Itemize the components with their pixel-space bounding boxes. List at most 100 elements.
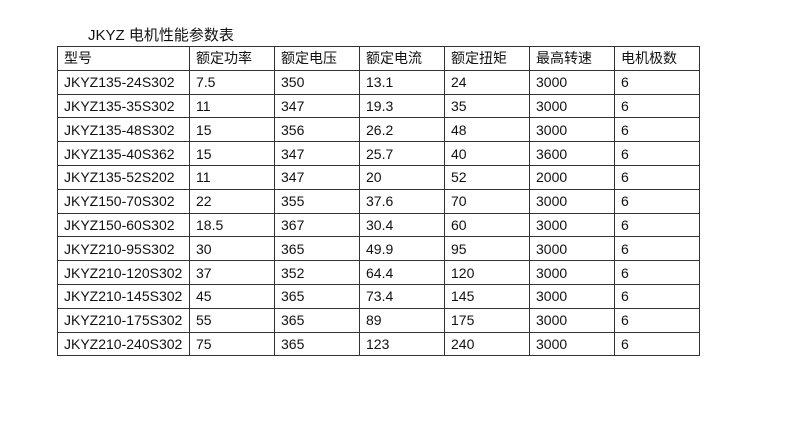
- table-cell: JKYZ150-60S302: [57, 212, 190, 238]
- table-cell: 89: [359, 307, 445, 333]
- table-cell: 6: [614, 188, 700, 214]
- header-cell: 额定电流: [359, 46, 445, 71]
- table-row: JKYZ150-60S302 18.5 367 30.4 60 3000 6: [57, 212, 700, 238]
- table-cell: 356: [274, 117, 360, 143]
- table-cell: 35: [444, 93, 530, 119]
- table-cell: 347: [274, 93, 360, 119]
- table-cell: JKYZ135-35S302: [57, 93, 190, 119]
- table-cell: 347: [274, 164, 360, 190]
- table-cell: 6: [614, 117, 700, 143]
- table-cell: 2000: [529, 164, 615, 190]
- table-cell: JKYZ135-24S302: [57, 69, 190, 95]
- table-row: JKYZ135-48S302 15 356 26.2 48 3000 6: [57, 117, 700, 143]
- motor-parameters-table: 型号 额定功率 额定电压 额定电流 额定扭矩 最高转速 电机极数 JKYZ135-24S30…: [57, 46, 700, 357]
- table-row: JKYZ210-95S302 30 365 49.9 95 3000 6: [57, 236, 700, 262]
- table-cell: 347: [274, 141, 360, 166]
- table-row: JKYZ210-120S302 37 352 64.4 120 3000 6: [57, 260, 700, 285]
- table-cell: 6: [614, 69, 700, 95]
- table-cell: 24: [444, 69, 530, 95]
- table-cell: 15: [189, 117, 275, 143]
- table-row: JKYZ210-240S302 75 365 123 240 3000 6: [57, 331, 700, 357]
- table-cell: 45: [189, 283, 275, 309]
- header-cell: 最高转速: [529, 46, 615, 71]
- table-cell: 6: [614, 236, 700, 262]
- table-cell: JKYZ210-95S302: [57, 236, 190, 262]
- table-cell: JKYZ150-70S302: [57, 188, 190, 214]
- table-cell: JKYZ210-120S302: [57, 260, 190, 285]
- table-cell: 6: [614, 331, 700, 357]
- table-cell: 3000: [529, 69, 615, 95]
- table-cell: 18.5: [189, 212, 275, 238]
- header-cell: 额定扭矩: [444, 46, 530, 71]
- table-cell: 37.6: [359, 188, 445, 214]
- table-title: JKYZ 电机性能参数表: [88, 27, 234, 44]
- table-cell: 73.4: [359, 283, 445, 309]
- table-cell: 365: [274, 307, 360, 333]
- table-cell: 6: [614, 260, 700, 285]
- table-row: JKYZ135-52S202 11 347 20 52 2000 6: [57, 164, 700, 190]
- table-cell: 37: [189, 260, 275, 285]
- table-cell: 3000: [529, 93, 615, 119]
- table-cell: 55: [189, 307, 275, 333]
- table-cell: 64.4: [359, 260, 445, 285]
- table-cell: 26.2: [359, 117, 445, 143]
- header-cell: 额定电压: [274, 46, 360, 71]
- header-cell: 额定功率: [189, 46, 275, 71]
- table-row: JKYZ210-175S302 55 365 89 175 3000 6: [57, 307, 700, 333]
- table-cell: 3000: [529, 307, 615, 333]
- table-cell: 6: [614, 93, 700, 119]
- table-cell: 75: [189, 331, 275, 357]
- table-cell: 30: [189, 236, 275, 262]
- table-row: JKYZ210-145S302 45 365 73.4 145 3000 6: [57, 283, 700, 309]
- table-cell: 352: [274, 260, 360, 285]
- table-cell: 49.9: [359, 236, 445, 262]
- header-cell: 型号: [57, 46, 190, 71]
- table-cell: 60: [444, 212, 530, 238]
- table-cell: 240: [444, 331, 530, 357]
- header-row: 型号 额定功率 额定电压 额定电流 额定扭矩 最高转速 电机极数: [57, 46, 700, 71]
- table-row: JKYZ135-40S362 15 347 25.7 40 3600 6: [57, 141, 700, 166]
- table-cell: 11: [189, 164, 275, 190]
- table-cell: 350: [274, 69, 360, 95]
- table-cell: JKYZ135-52S202: [57, 164, 190, 190]
- table-cell: 145: [444, 283, 530, 309]
- table-cell: 365: [274, 331, 360, 357]
- table-cell: 13.1: [359, 69, 445, 95]
- table-row: JKYZ150-70S302 22 355 37.6 70 3000 6: [57, 188, 700, 214]
- table-cell: 48: [444, 117, 530, 143]
- table-cell: 3000: [529, 331, 615, 357]
- table-cell: 70: [444, 188, 530, 214]
- table-cell: 6: [614, 212, 700, 238]
- table-cell: 52: [444, 164, 530, 190]
- table-cell: 175: [444, 307, 530, 333]
- table-cell: 3000: [529, 117, 615, 143]
- table-cell: 120: [444, 260, 530, 285]
- table-cell: 95: [444, 236, 530, 262]
- table-cell: 367: [274, 212, 360, 238]
- table-cell: JKYZ135-40S362: [57, 141, 190, 166]
- table-cell: JKYZ135-48S302: [57, 117, 190, 143]
- table-cell: 6: [614, 164, 700, 190]
- table-cell: 25.7: [359, 141, 445, 166]
- table-cell: 3000: [529, 188, 615, 214]
- table-cell: 6: [614, 141, 700, 166]
- table-cell: 22: [189, 188, 275, 214]
- table-cell: 19.3: [359, 93, 445, 119]
- table-cell: 3000: [529, 283, 615, 309]
- table-cell: 20: [359, 164, 445, 190]
- table-cell: 355: [274, 188, 360, 214]
- table-cell: 3600: [529, 141, 615, 166]
- table-cell: 11: [189, 93, 275, 119]
- table-cell: 3000: [529, 212, 615, 238]
- table-row: JKYZ135-24S302 7.5 350 13.1 24 3000 6: [57, 69, 700, 95]
- table-cell: 40: [444, 141, 530, 166]
- table-cell: 123: [359, 331, 445, 357]
- table-cell: 6: [614, 307, 700, 333]
- table-cell: JKYZ210-145S302: [57, 283, 190, 309]
- table-cell: JKYZ210-240S302: [57, 331, 190, 357]
- table-cell: 7.5: [189, 69, 275, 95]
- header-cell: 电机极数: [614, 46, 700, 71]
- table-cell: 30.4: [359, 212, 445, 238]
- table-cell: 3000: [529, 236, 615, 262]
- table-cell: 365: [274, 283, 360, 309]
